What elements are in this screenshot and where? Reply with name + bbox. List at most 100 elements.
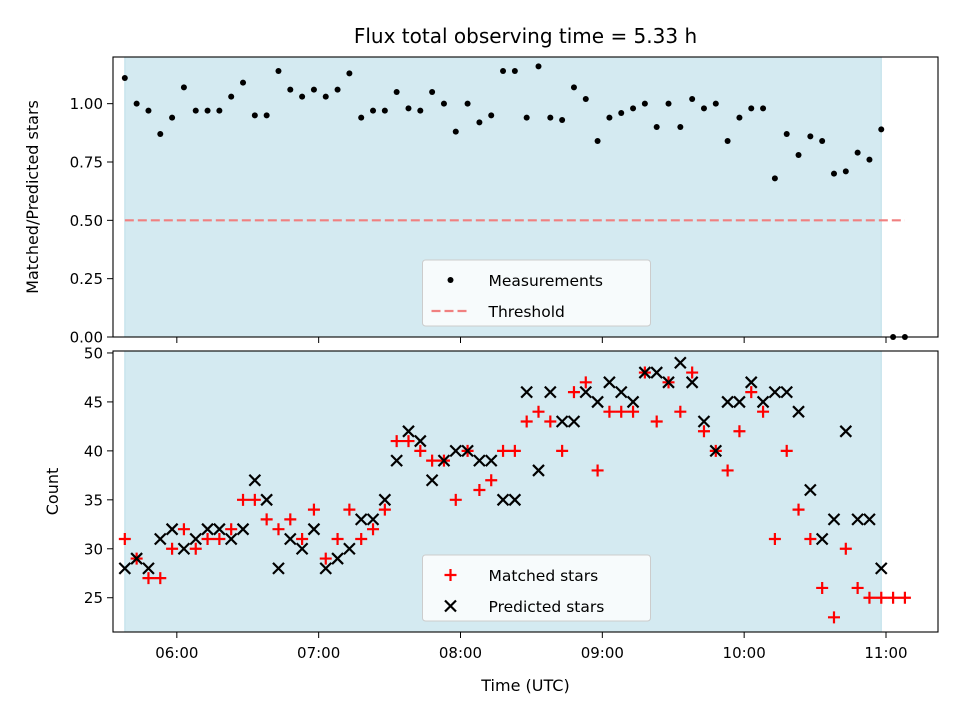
measurement-point xyxy=(299,93,306,100)
matched-stars-point xyxy=(603,405,616,418)
measurement-point xyxy=(771,175,778,182)
matched-stars-point xyxy=(768,532,781,545)
predicted-stars-point xyxy=(189,532,203,546)
predicted-stars-point xyxy=(378,493,392,507)
y-axis: 25 30 35 40 45 50 xyxy=(84,344,113,607)
measurement-point xyxy=(594,138,601,144)
predicted-stars-point xyxy=(851,513,864,526)
x-tick-label: 11:00 xyxy=(864,644,907,662)
predicted-stars-point xyxy=(697,415,711,428)
y-axis: 0.00 0.25 0.50 0.75 1.00 xyxy=(70,95,113,347)
predicted-stars-point xyxy=(744,376,758,389)
predicted-stars-point xyxy=(213,522,226,536)
matched-stars-point xyxy=(627,405,640,418)
legend-entry: Matched stars xyxy=(444,567,599,585)
matched-stars-point xyxy=(177,523,190,536)
predicted-stars-point xyxy=(780,385,793,399)
y-tick-label: 0.25 xyxy=(70,270,103,288)
legend-label: Matched stars xyxy=(489,567,599,585)
matched-stars-point xyxy=(757,405,770,418)
matched-stars-point xyxy=(792,503,805,516)
measurement-point xyxy=(830,170,837,177)
legend-box xyxy=(422,259,651,327)
matched-stars-point xyxy=(166,542,179,555)
legend-label: Threshold xyxy=(488,303,565,321)
predicted-stars-point xyxy=(248,473,262,487)
predicted-stars-point xyxy=(307,522,321,536)
y-tick-label: 25 xyxy=(84,589,103,607)
predicted-stars-point xyxy=(532,464,545,477)
matched-stars-point xyxy=(390,435,403,448)
matched-stars-point xyxy=(118,532,131,545)
predicted-stars-point xyxy=(260,493,273,507)
measurement-point xyxy=(157,131,164,137)
x-tick-label: 10:00 xyxy=(723,644,766,662)
measurement-point xyxy=(748,105,755,112)
predicted-stars-point xyxy=(366,513,380,526)
measurement-point xyxy=(310,86,317,93)
predicted-stars-point xyxy=(142,562,155,575)
y-tick-label: 0.50 xyxy=(70,212,103,230)
measurement-point xyxy=(535,63,542,70)
measurement-point xyxy=(618,110,625,116)
legend-entry: Threshold xyxy=(431,303,565,321)
axes-frame xyxy=(112,350,939,633)
measurement-point xyxy=(476,119,483,126)
measurement-point xyxy=(819,138,826,144)
predicted-stars-point xyxy=(603,376,616,389)
measurement-point xyxy=(381,107,388,114)
matched-stars-point xyxy=(851,581,864,594)
measurement-point xyxy=(180,84,187,91)
matched-stars-point xyxy=(508,444,521,457)
predicted-stars-point xyxy=(662,376,675,389)
predicted-stars-point xyxy=(768,385,782,399)
matched-stars-point xyxy=(686,366,699,379)
matched-stars-point xyxy=(615,405,628,418)
predicted-stars-point xyxy=(224,532,238,546)
predicted-stars-point xyxy=(272,562,285,575)
legend-label: Predicted stars xyxy=(489,598,605,616)
matched-stars-point xyxy=(272,523,285,536)
measurement-point xyxy=(653,124,660,130)
y-tick-label: 35 xyxy=(84,491,103,509)
matched-stars-point xyxy=(378,503,391,516)
measurement-point xyxy=(665,100,672,107)
measurement-point xyxy=(630,105,637,112)
measurement-point xyxy=(866,156,873,163)
predicted-stars-point xyxy=(804,483,817,497)
predicted-stars-point xyxy=(295,542,309,556)
x-tick-label: 07:00 xyxy=(297,644,340,662)
predicted-stars-point xyxy=(792,405,805,418)
measurement-point xyxy=(429,89,436,95)
x-tick-label: 08:00 xyxy=(439,644,482,662)
matched-stars-point xyxy=(497,444,510,457)
predicted-stars-point xyxy=(331,552,344,565)
measurement-point xyxy=(464,100,471,107)
measurement-point xyxy=(452,128,459,135)
matched-stars-point xyxy=(343,503,356,516)
measurement-point xyxy=(488,112,495,119)
measurement-point xyxy=(275,68,282,74)
predicted-stars-point xyxy=(425,473,439,487)
predicted-stars-point xyxy=(591,395,604,409)
legend-label: Measurements xyxy=(489,272,604,290)
predicted-stars-point xyxy=(638,366,652,379)
predicted-stars-point xyxy=(118,562,132,575)
matched-stars-point xyxy=(556,444,569,457)
matched-stars-point xyxy=(260,513,273,526)
matched-stars-point xyxy=(532,405,545,418)
measurement-point xyxy=(547,114,554,121)
predicted-stars-point xyxy=(839,425,853,438)
measurement-point xyxy=(228,93,235,100)
predicted-stars-point xyxy=(614,385,628,399)
measurement-point xyxy=(240,79,247,86)
x-tick-label: 09:00 xyxy=(581,644,624,662)
matched-stars-point xyxy=(248,493,261,506)
measurement-point xyxy=(783,131,790,137)
predicted-stars-point xyxy=(319,562,333,575)
predicted-stars-point xyxy=(544,385,557,399)
legend-entry: Predicted stars xyxy=(444,598,605,616)
matched-stars-point xyxy=(473,484,486,497)
legend-swatch xyxy=(447,277,454,283)
